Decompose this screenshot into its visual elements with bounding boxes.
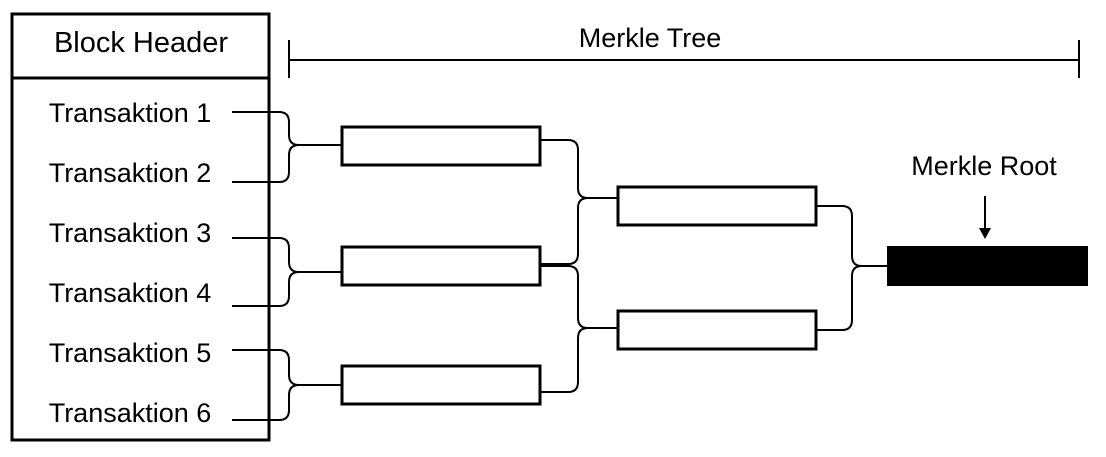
hash-node-1-2	[340, 125, 542, 167]
merkle-tree-label: Merkle Tree	[579, 23, 722, 53]
merkle-root-box	[887, 246, 1088, 286]
connectors-level-2	[540, 139, 618, 393]
hash-node-5-6	[340, 364, 542, 406]
transaction-4-label: Transaktion 4	[49, 278, 212, 308]
transaction-1-label: Transaktion 1	[49, 98, 212, 128]
transaction-2-label: Transaktion 2	[49, 158, 212, 188]
connectors-root	[816, 205, 888, 331]
connectors-level-1	[232, 111, 342, 421]
block-header-panel: Block Header Transaktion 1 Transaktion 2…	[10, 12, 271, 442]
hash-node-3-4	[340, 245, 542, 287]
transaction-3-label: Transaktion 3	[49, 218, 212, 248]
merkle-root-group: Merkle Root	[887, 151, 1088, 286]
merkle-root-label: Merkle Root	[911, 151, 1057, 181]
block-header-body-box	[10, 76, 271, 442]
hash-node-1-4	[616, 185, 818, 227]
transaction-6-label: Transaktion 6	[49, 398, 212, 428]
hash-node-5-6-upper	[616, 309, 818, 351]
merkle-tree-bracket: Merkle Tree	[288, 23, 1080, 78]
block-header-title: Block Header	[54, 27, 228, 59]
transaction-5-label: Transaktion 5	[49, 338, 212, 368]
merkle-root-arrow-head	[979, 228, 991, 239]
